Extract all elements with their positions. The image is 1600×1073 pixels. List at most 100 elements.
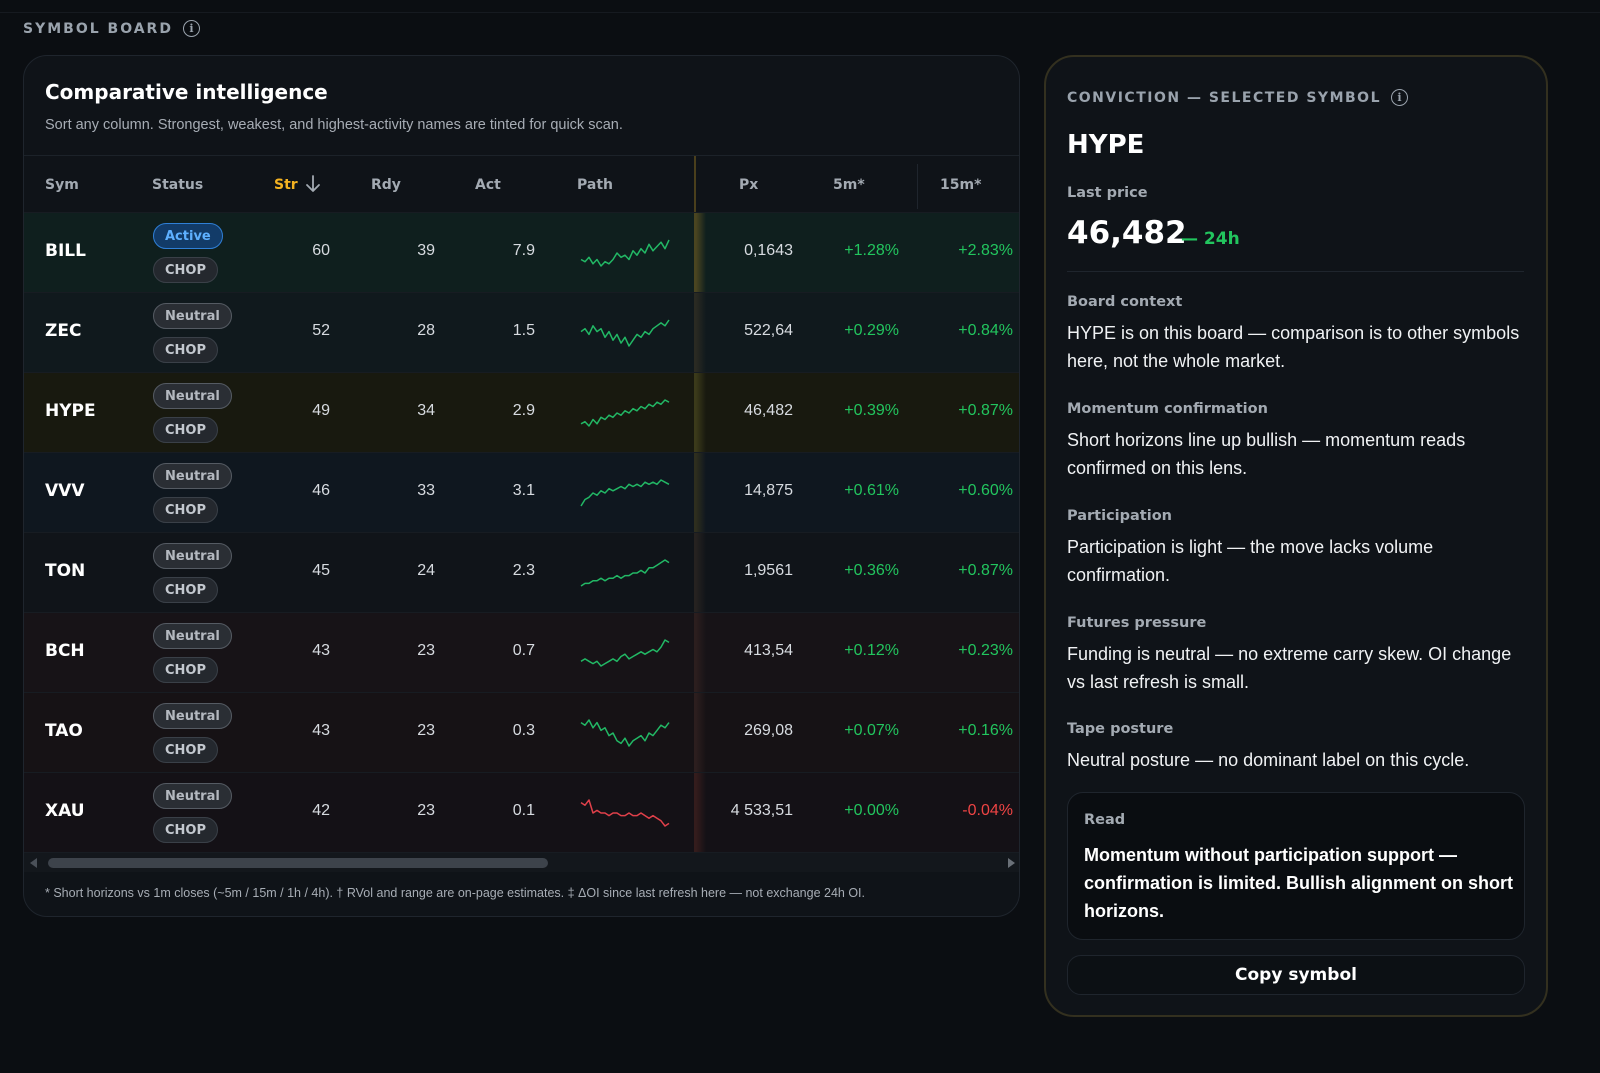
regime-badge: CHOP (153, 817, 218, 843)
scroll-thumb[interactable] (48, 858, 548, 868)
price-cell: 14,875 (744, 482, 793, 499)
price-cell: 522,64 (744, 322, 793, 339)
path-sparkline (580, 719, 670, 747)
column-header-5m[interactable]: 5m* (833, 177, 865, 193)
column-divider (694, 533, 706, 613)
info-icon[interactable]: i (182, 20, 200, 37)
column-divider (694, 613, 706, 693)
change-5m-cell: +0.39% (844, 402, 899, 419)
ready-cell: 23 (417, 642, 435, 659)
column-header-15m[interactable]: 15m* (940, 177, 982, 193)
activity-cell: 1.5 (512, 322, 535, 339)
change-15m-cell: +0.23% (958, 642, 1013, 659)
table-row[interactable]: BILL Active CHOP 60 39 7.9 0,1643 +1.28% +2.83% (24, 212, 1019, 293)
section-title: Futures pressure (1067, 615, 1207, 631)
change-15m-cell: +0.60% (958, 482, 1013, 499)
price-cell: 269,08 (744, 722, 793, 739)
sparkline-path (580, 399, 670, 427)
section-title: Tape posture (1067, 721, 1174, 737)
conviction-header: CONVICTION — SELECTED SYMBOL i (1067, 89, 1408, 106)
change-5m-cell: +0.61% (844, 482, 899, 499)
price-cell: 413,54 (744, 642, 793, 659)
change-5m-cell: +0.36% (844, 562, 899, 579)
sparkline-path (580, 719, 670, 747)
symbol-cell: VVV (45, 481, 85, 501)
card-subtitle: Sort any column. Strongest, weakest, and… (45, 117, 623, 133)
table-row[interactable]: BCH Neutral CHOP 43 23 0.7 413,54 +0.12% +0.23% (24, 612, 1019, 693)
regime-badge: CHOP (153, 657, 218, 683)
symbol-cell: TON (45, 561, 86, 581)
section-tape-posture: Tape posture Neutral posture — no domina… (1067, 721, 1527, 774)
section-body: Participation is light — the move lacks … (1067, 537, 1434, 585)
column-header-rdy[interactable]: Rdy (371, 177, 401, 193)
table-row[interactable]: TAO Neutral CHOP 43 23 0.3 269,08 +0.07% +0.16% (24, 692, 1019, 773)
copy-symbol-button[interactable]: Copy symbol (1067, 955, 1525, 995)
strength-cell: 49 (312, 402, 330, 419)
column-header-str[interactable]: Str (274, 177, 298, 193)
read-title: Read (1084, 812, 1126, 828)
column-divider (694, 773, 706, 853)
change-15m-cell: +0.84% (958, 322, 1013, 339)
table-row[interactable]: ZEC Neutral CHOP 52 28 1.5 522,64 +0.29% +0.84% (24, 292, 1019, 373)
regime-badge: CHOP (153, 737, 218, 763)
horizontal-scrollbar[interactable] (24, 852, 1019, 872)
table-footnote: * Short horizons vs 1m closes (~5m / 15m… (45, 886, 866, 900)
price-cell: 46,482 (744, 402, 793, 419)
activity-cell: 3.1 (512, 482, 535, 499)
selected-symbol: HYPE (1067, 130, 1145, 160)
sparkline-path (580, 479, 670, 507)
table-row[interactable]: XAU Neutral CHOP 42 23 0.1 4 533,51 +0.00% -0.04… (24, 772, 1019, 853)
strength-cell: 60 (312, 242, 330, 259)
section-board-context: Board context HYPE is on this board — co… (1067, 294, 1527, 375)
path-sparkline (580, 479, 670, 507)
price-cell: 0,1643 (744, 242, 793, 259)
table-row[interactable]: VVV Neutral CHOP 46 33 3.1 14,875 +0.61% +0.60% (24, 452, 1019, 533)
column-header-path[interactable]: Path (577, 177, 613, 193)
column-divider (694, 373, 706, 453)
ready-cell: 34 (417, 402, 435, 419)
table-row[interactable]: HYPE Neutral CHOP 49 34 2.9 46,482 +0.39% +0.87% (24, 372, 1019, 453)
column-header-sym[interactable]: Sym (45, 177, 79, 193)
change-5m-cell: +0.07% (844, 722, 899, 739)
section-momentum-confirmation: Momentum confirmation Short horizons lin… (1067, 401, 1527, 482)
column-divider (917, 164, 918, 209)
price-cell: 4 533,51 (730, 802, 793, 819)
activity-cell: 0.1 (512, 802, 535, 819)
section-body: Neutral posture — no dominant label on t… (1067, 750, 1470, 770)
symbol-cell: XAU (45, 801, 85, 821)
table-row[interactable]: TON Neutral CHOP 45 24 2.3 1,9561 +0.36% +0.87% (24, 532, 1019, 613)
change-15m-cell: +0.87% (958, 562, 1013, 579)
path-sparkline (580, 319, 670, 347)
comparative-intelligence-card: Comparative intelligence Sort any column… (23, 55, 1020, 917)
path-sparkline (580, 799, 670, 827)
change-5m-cell: +0.00% (844, 802, 899, 819)
status-badge: Neutral (153, 383, 232, 409)
activity-cell: 0.3 (512, 722, 535, 739)
change-5m-cell: +1.28% (844, 242, 899, 259)
info-icon[interactable]: i (1391, 89, 1408, 106)
board-header: SYMBOL BOARD i (23, 20, 200, 37)
conviction-label: CONVICTION — SELECTED SYMBOL (1067, 89, 1381, 106)
column-header-px[interactable]: Px (739, 177, 759, 193)
symbol-cell: HYPE (45, 401, 96, 421)
ready-cell: 23 (417, 722, 435, 739)
conviction-panel: CONVICTION — SELECTED SYMBOL i HYPE Last… (1044, 55, 1548, 1017)
change-15m-cell: +0.16% (958, 722, 1013, 739)
regime-badge: CHOP (153, 417, 218, 443)
price-cell: 1,9561 (744, 562, 793, 579)
scroll-right-icon[interactable] (1008, 858, 1015, 868)
symbol-cell: ZEC (45, 321, 82, 341)
section-futures-pressure: Futures pressure Funding is neutral — no… (1067, 615, 1527, 696)
scroll-left-icon[interactable] (30, 858, 37, 868)
column-header-act[interactable]: Act (475, 177, 501, 193)
regime-badge: CHOP (153, 337, 218, 363)
strength-cell: 42 (312, 802, 330, 819)
sort-down-icon[interactable] (304, 174, 322, 194)
regime-badge: CHOP (153, 257, 218, 283)
last-price-label: Last price (1067, 185, 1148, 201)
panel-divider (1067, 271, 1524, 272)
sparkline-path (580, 639, 670, 667)
status-badge: Neutral (153, 623, 232, 649)
column-header-status[interactable]: Status (152, 177, 204, 193)
activity-cell: 2.3 (512, 562, 535, 579)
